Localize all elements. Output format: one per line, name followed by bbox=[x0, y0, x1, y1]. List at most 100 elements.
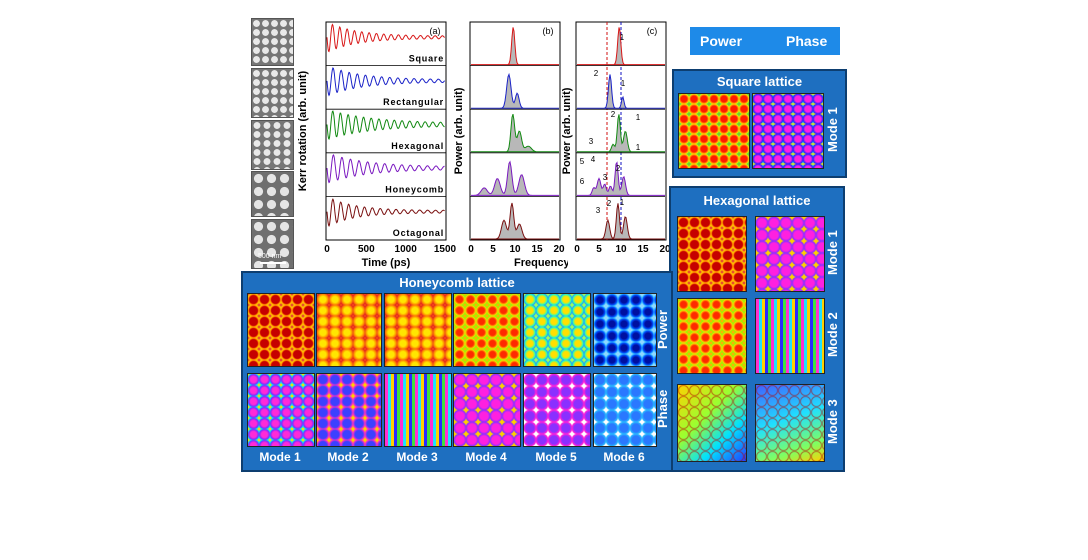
trace-label-square: Square bbox=[409, 54, 444, 64]
mode-number-annotation: 2 bbox=[594, 69, 599, 78]
honeycomb-mode6-power-map bbox=[593, 293, 657, 367]
square-power-map bbox=[678, 93, 750, 169]
honeycomb-mode6-label: Mode 6 bbox=[603, 450, 645, 464]
panel-b-ylabel: Power (arb. unit) bbox=[453, 87, 465, 174]
hexagonal-lattice-box: Hexagonal lattice Mode 1 Mode 2 Mode 3 bbox=[669, 186, 845, 472]
scale-bar bbox=[260, 262, 286, 264]
trace-label-octagonal: Octagonal bbox=[393, 228, 444, 238]
honeycomb-mode1-label: Mode 1 bbox=[259, 450, 301, 464]
honeycomb-mode4-power-map bbox=[453, 293, 521, 367]
kerr-trace-square bbox=[326, 23, 445, 53]
xtick-label: 5 bbox=[490, 244, 496, 255]
panel-a-xtick: 500 bbox=[358, 244, 375, 255]
hexagonal-mode2-power-map bbox=[677, 298, 747, 374]
spectrum-row-2 bbox=[577, 74, 665, 109]
hexagonal-lattice-title: Hexagonal lattice bbox=[703, 193, 811, 208]
mode-number-annotation: 3 bbox=[589, 137, 594, 146]
spectrum-row-1 bbox=[471, 27, 559, 66]
hexagonal-mode3-power-map bbox=[677, 384, 747, 462]
honeycomb-mode3-power-map bbox=[384, 293, 452, 367]
hexagonal-mode3-phase-map bbox=[755, 384, 825, 462]
panel-b-spectra bbox=[470, 27, 559, 240]
square-lattice-title: Square lattice bbox=[716, 74, 803, 89]
mode-number-annotation: 2 bbox=[607, 199, 612, 208]
panel-c-ylabel: Power (arb. unit) bbox=[561, 87, 573, 174]
panel-b: Power (arb. unit) (b) 0 5 10 15 20 Frequency… bbox=[453, 21, 568, 269]
sem-image-octagonal: 500 nm bbox=[251, 219, 294, 269]
honeycomb-mode4-phase-map bbox=[453, 373, 521, 447]
honeycomb-lattice-title: Honeycomb lattice bbox=[399, 275, 515, 290]
honeycomb-mode5-power-map bbox=[523, 293, 591, 367]
trace-label-rectangular: Rectangular bbox=[383, 97, 444, 107]
spectrum-row-3 bbox=[577, 114, 665, 153]
panel-a-xtick: 1000 bbox=[395, 244, 418, 255]
mode-number-annotation: 1 bbox=[620, 198, 625, 207]
mode-number-annotation: 1 bbox=[636, 143, 641, 152]
mode-number-annotation: 6 bbox=[580, 177, 585, 186]
mode-number-annotation: 4 bbox=[591, 155, 596, 164]
honeycomb-mode2-label: Mode 2 bbox=[327, 450, 369, 464]
panel-b-xticks: 0 5 10 15 20 bbox=[468, 244, 565, 255]
panel-a-ylabel: Kerr rotation (arb. unit) bbox=[297, 70, 309, 191]
legend-power-label: Power bbox=[700, 33, 743, 49]
hexagonal-mode1-label: Mode 1 bbox=[825, 230, 840, 276]
kerr-trace-honeycomb bbox=[326, 154, 445, 184]
hexagonal-mode2-label: Mode 2 bbox=[825, 312, 840, 358]
mode-number-annotation: 2 bbox=[611, 110, 616, 119]
kerr-trace-hexagonal bbox=[326, 110, 445, 141]
panel-a-trace-labels: Square Rectangular Hexagonal Honeycomb Octag… bbox=[383, 54, 444, 238]
trace-label-honeycomb: Honeycomb bbox=[385, 184, 444, 194]
square-mode-label: Mode 1 bbox=[825, 107, 840, 153]
spectrum-row-3 bbox=[471, 113, 559, 153]
xtick-label: 0 bbox=[574, 244, 580, 255]
honeycomb-mode3-phase-map bbox=[384, 373, 452, 447]
panel-a-xticks: 0 500 1000 1500 bbox=[324, 244, 456, 255]
panel-c-xticks: 0 5 10 15 20 bbox=[574, 244, 671, 255]
legend-phase-label: Phase bbox=[786, 33, 828, 49]
scale-bar-label: 500 nm bbox=[258, 253, 282, 260]
spectrum-row-4 bbox=[577, 161, 665, 196]
sem-image-square bbox=[251, 18, 294, 66]
kerr-trace-octagonal bbox=[326, 198, 445, 228]
honeycomb-mode5-label: Mode 5 bbox=[535, 450, 577, 464]
spectrum-row-1 bbox=[577, 27, 665, 66]
mode-number-annotation: 5 bbox=[580, 157, 585, 166]
panel-a-tag: (a) bbox=[430, 26, 441, 36]
sem-image-honeycomb bbox=[251, 171, 294, 217]
xtick-label: 15 bbox=[531, 244, 543, 255]
hexagonal-mode1-power-map bbox=[677, 216, 747, 292]
spectrum-row-5 bbox=[577, 203, 665, 240]
honeycomb-mode2-phase-map bbox=[316, 373, 382, 447]
mode-number-annotation: 1 bbox=[636, 113, 641, 122]
panel-c-tag: (c) bbox=[647, 26, 658, 36]
panel-b-xlabel: Frequency (GHz) bbox=[514, 257, 568, 269]
honeycomb-mode3-label: Mode 3 bbox=[396, 450, 438, 464]
mode-number-annotation: 1 bbox=[621, 79, 626, 88]
sem-image-hexagonal bbox=[251, 120, 294, 170]
panel-a-xtick: 1500 bbox=[434, 244, 456, 255]
hexagonal-mode2-phase-map bbox=[755, 298, 825, 374]
kerr-trace-rectangular bbox=[326, 67, 445, 97]
panel-a: Kerr rotation (arb. unit) (a) Square Rect… bbox=[297, 21, 456, 269]
panel-c-spectra bbox=[576, 27, 665, 240]
panel-a-traces bbox=[326, 23, 446, 228]
spectrum-row-2 bbox=[471, 72, 559, 109]
honeycomb-mode1-phase-map bbox=[247, 373, 315, 447]
xtick-label: 5 bbox=[596, 244, 602, 255]
panel-a-xlabel: Time (ps) bbox=[362, 257, 411, 269]
square-lattice-box: Square lattice Mode 1 bbox=[672, 69, 847, 178]
honeycomb-mode1-power-map bbox=[247, 293, 315, 367]
hexagonal-mode3-label: Mode 3 bbox=[825, 399, 840, 445]
honeycomb-phase-row-label: Phase bbox=[655, 389, 670, 429]
square-phase-map bbox=[752, 93, 824, 169]
color-legend: Power Phase bbox=[690, 27, 840, 55]
spectrum-row-4 bbox=[471, 160, 559, 196]
honeycomb-mode2-power-map bbox=[316, 293, 382, 367]
hexagonal-mode1-phase-map bbox=[755, 216, 825, 292]
xtick-label: 10 bbox=[615, 244, 627, 255]
honeycomb-mode5-phase-map bbox=[523, 373, 591, 447]
xtick-label: 10 bbox=[509, 244, 521, 255]
mode-number-annotation: 3 bbox=[596, 206, 601, 215]
xtick-label: 20 bbox=[553, 244, 565, 255]
